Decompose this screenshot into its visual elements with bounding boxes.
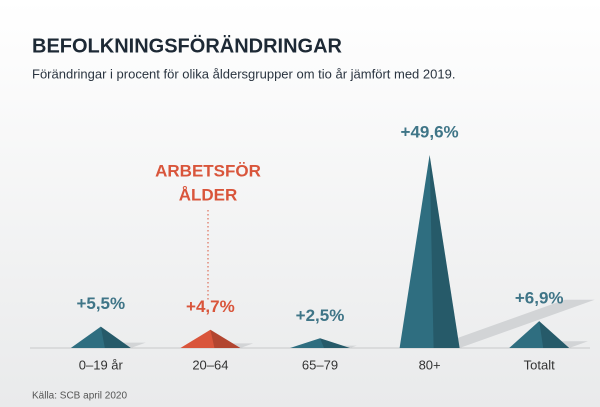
spike-shade [539,321,570,348]
spike [290,338,350,348]
x-tick-label: 65–79 [302,357,338,372]
spike-shade [100,326,131,348]
x-tick-label: 0–19 år [79,357,124,372]
annotation: ÅLDER [179,185,238,204]
chart-subtitle: Förändringar i procent för olika åldersg… [32,66,455,81]
value-label: +2,5% [296,306,345,325]
spike-shade [210,329,241,348]
spike-shade [429,155,460,348]
chart-title: BEFOLKNINGSFÖRÄNDRINGAR [32,34,343,57]
spike [180,329,241,348]
spike-shade [320,338,350,348]
annotation: ARBETSFÖR [155,161,261,180]
x-tick-label: 80+ [419,357,441,372]
source: Källa: SCB april 2020 [32,391,127,402]
spike [70,326,131,348]
value-label: +49,6% [401,122,459,141]
value-label: +5,5% [76,294,125,313]
value-label: +4,7% [186,297,235,316]
x-tick-label: 20–64 [192,357,228,372]
shadow [429,299,595,348]
value-label: +6,9% [515,289,564,308]
x-tick-label: Totalt [524,357,555,372]
spike [399,155,460,348]
spike [509,321,570,348]
